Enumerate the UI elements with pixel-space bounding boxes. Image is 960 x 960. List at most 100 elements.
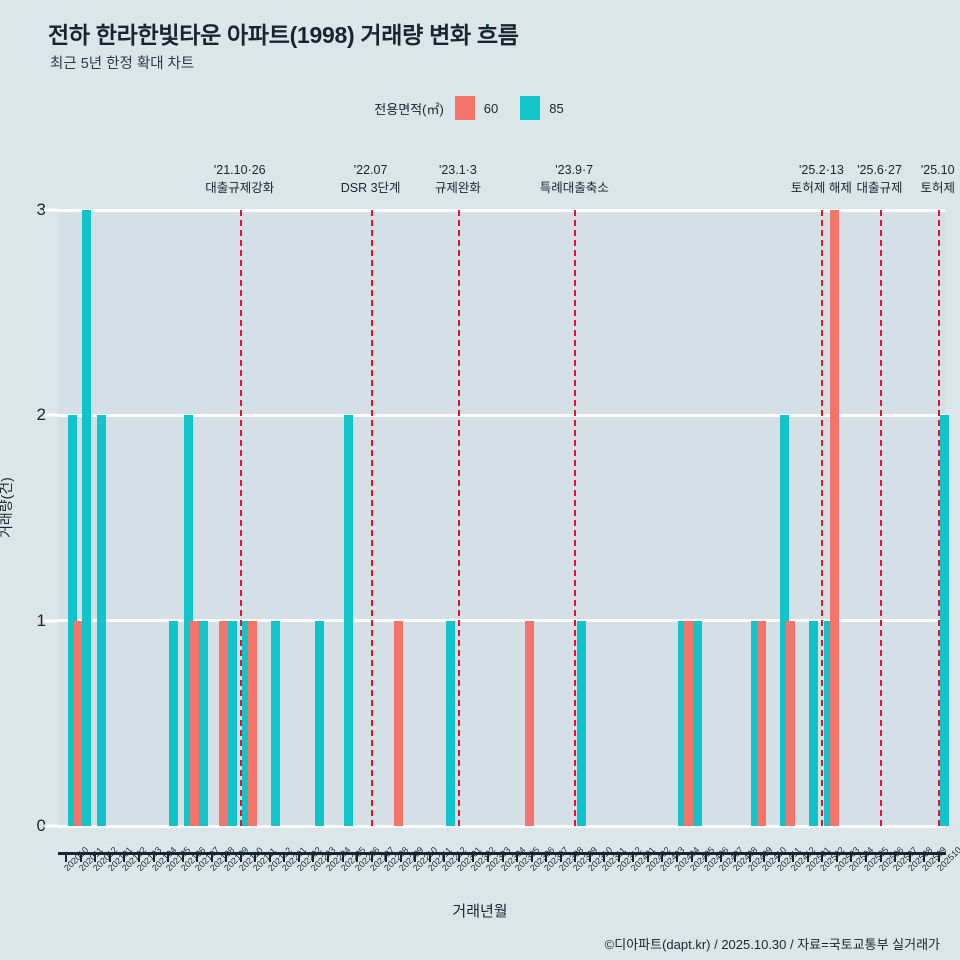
event-line — [239, 210, 242, 826]
bar[interactable] — [684, 620, 694, 826]
x-tick-mark — [617, 852, 620, 862]
y-tick-label: 3 — [36, 200, 46, 219]
y-tick-mark — [44, 619, 58, 623]
bar[interactable] — [314, 620, 324, 826]
event-label: '25.2·13 토허제 해제 — [791, 162, 852, 198]
plot-area — [58, 208, 950, 828]
event-name: 대출규제 — [856, 180, 903, 195]
bar[interactable] — [219, 620, 229, 826]
bar[interactable] — [96, 415, 106, 826]
y-tick-label: 2 — [36, 405, 46, 425]
x-tick-mark — [443, 852, 446, 862]
bar[interactable] — [198, 620, 208, 826]
x-tick-mark — [254, 852, 257, 862]
event-date: '25.10 — [920, 163, 955, 177]
x-tick-mark — [225, 852, 228, 862]
y-tick-mark — [44, 824, 58, 828]
bar[interactable] — [780, 415, 790, 826]
bar[interactable] — [786, 620, 796, 826]
bar[interactable] — [227, 620, 237, 826]
x-tick-mark — [457, 852, 460, 862]
legend-swatch-85 — [520, 96, 541, 120]
bar[interactable] — [757, 620, 767, 826]
y-tick-label: 0 — [36, 816, 46, 835]
event-line — [879, 210, 882, 826]
x-tick-mark — [661, 852, 664, 862]
x-tick-mark — [399, 852, 402, 862]
bar[interactable] — [184, 415, 194, 826]
event-name: 대출규제강화 — [205, 180, 275, 195]
event-name: 토허제 해제 — [790, 180, 852, 195]
bar[interactable] — [576, 620, 586, 826]
x-tick-mark — [167, 852, 170, 862]
bar[interactable] — [67, 415, 77, 826]
y-tick-mark — [44, 208, 58, 212]
chart-legend: 전용면적(㎡) 60 85 — [0, 96, 960, 120]
bar[interactable] — [823, 620, 833, 826]
bar[interactable] — [678, 620, 688, 826]
x-tick-mark — [341, 852, 344, 862]
footer-credit: ©디아파트(dapt.kr) / 2025.10.30 / 자료=국토교통부 실… — [604, 937, 940, 952]
x-tick-mark — [588, 852, 591, 862]
x-tick-mark — [283, 852, 286, 862]
bar[interactable] — [343, 415, 353, 826]
event-label: '25.6·27 대출규제 — [857, 162, 903, 198]
x-tick-mark — [923, 852, 926, 862]
x-tick-mark — [545, 852, 548, 862]
bar[interactable] — [751, 620, 761, 826]
legend-item-60[interactable]: 60 — [454, 96, 498, 120]
x-tick-mark — [632, 852, 635, 862]
event-line — [821, 210, 824, 826]
bar[interactable] — [73, 620, 83, 826]
x-tick-mark — [297, 852, 300, 862]
x-tick-mark — [646, 852, 649, 862]
bar[interactable] — [169, 620, 179, 826]
x-tick-mark — [370, 852, 373, 862]
x-tick-mark — [65, 852, 68, 862]
x-tick-mark — [414, 852, 417, 862]
gridline — [58, 413, 945, 417]
x-tick-mark — [908, 852, 911, 862]
y-tick-mark — [44, 413, 58, 417]
bar[interactable] — [829, 210, 839, 826]
bar[interactable] — [445, 620, 455, 826]
x-tick-mark — [385, 852, 388, 862]
event-date: '21.10·26 — [213, 163, 266, 177]
event-label: '23.9·7 특례대출축소 — [540, 162, 609, 198]
x-tick-mark — [268, 852, 271, 862]
x-tick-mark — [675, 852, 678, 862]
bar[interactable] — [82, 210, 92, 826]
event-date: '23.1·3 — [438, 163, 477, 177]
bar[interactable] — [190, 620, 200, 826]
bar[interactable] — [692, 620, 702, 826]
legend-label-85: 85 — [549, 100, 564, 116]
event-name: 규제완화 — [434, 180, 481, 195]
chart-subtitle: 최근 5년 한정 확대 차트 — [50, 56, 195, 72]
y-axis-label: 거래량(건) — [0, 477, 14, 538]
x-tick-mark — [763, 852, 766, 862]
bar[interactable] — [248, 620, 258, 826]
x-tick-mark — [152, 852, 155, 862]
bar[interactable] — [940, 415, 950, 826]
x-tick-mark — [428, 852, 431, 862]
x-tick-mark — [705, 852, 708, 862]
x-tick-mark — [690, 852, 693, 862]
x-tick-mark — [806, 852, 809, 862]
x-tick-mark — [123, 852, 126, 862]
bar[interactable] — [271, 620, 281, 826]
legend-item-85[interactable]: 85 — [520, 96, 564, 120]
bar[interactable] — [242, 620, 252, 826]
bar[interactable] — [393, 620, 403, 826]
x-tick-mark — [865, 852, 868, 862]
bar[interactable] — [809, 620, 819, 826]
legend-swatch-60 — [454, 96, 475, 120]
event-line — [457, 210, 460, 826]
x-tick-mark — [748, 852, 751, 862]
event-label: '21.10·26 대출규제강화 — [205, 162, 274, 198]
x-axis-label: 거래년월 — [452, 903, 508, 920]
x-tick-mark — [719, 852, 722, 862]
gridline — [58, 208, 945, 212]
event-line — [574, 210, 577, 826]
bar[interactable] — [524, 620, 534, 826]
event-date: '22.07 — [353, 163, 388, 177]
